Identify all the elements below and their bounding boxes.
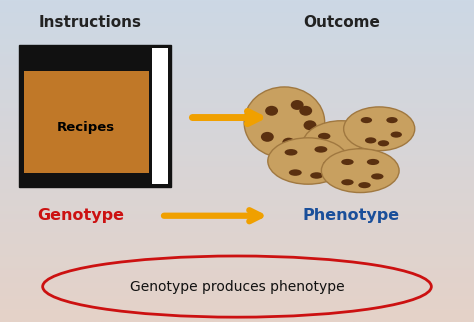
- Text: Genotype produces phenotype: Genotype produces phenotype: [130, 279, 344, 294]
- Ellipse shape: [358, 182, 371, 188]
- Text: Genotype: Genotype: [37, 208, 124, 223]
- Ellipse shape: [371, 173, 383, 180]
- Ellipse shape: [282, 138, 295, 147]
- Ellipse shape: [356, 147, 369, 154]
- Ellipse shape: [284, 149, 298, 156]
- Ellipse shape: [321, 149, 399, 193]
- Ellipse shape: [318, 133, 330, 140]
- Bar: [148, 45, 152, 187]
- Ellipse shape: [265, 106, 278, 116]
- Ellipse shape: [361, 117, 372, 123]
- Ellipse shape: [310, 172, 323, 179]
- FancyArrowPatch shape: [192, 111, 260, 124]
- Ellipse shape: [341, 159, 354, 165]
- Text: Instructions: Instructions: [38, 15, 142, 30]
- Ellipse shape: [244, 87, 325, 158]
- FancyArrowPatch shape: [164, 210, 260, 221]
- Ellipse shape: [268, 138, 348, 184]
- Ellipse shape: [348, 130, 360, 137]
- Text: Outcome: Outcome: [303, 15, 380, 30]
- Ellipse shape: [261, 132, 274, 142]
- Bar: [152, 48, 168, 184]
- Ellipse shape: [322, 153, 335, 160]
- Ellipse shape: [302, 121, 380, 169]
- Ellipse shape: [314, 146, 328, 153]
- Ellipse shape: [291, 100, 304, 110]
- Text: Recipes: Recipes: [56, 121, 114, 134]
- Ellipse shape: [344, 107, 415, 151]
- Ellipse shape: [341, 179, 354, 185]
- Ellipse shape: [323, 161, 336, 167]
- Bar: [24, 46, 149, 71]
- Ellipse shape: [367, 159, 379, 165]
- Ellipse shape: [339, 159, 352, 166]
- Ellipse shape: [391, 131, 402, 138]
- Ellipse shape: [378, 140, 389, 147]
- Bar: [24, 173, 149, 187]
- Ellipse shape: [303, 120, 317, 130]
- Ellipse shape: [299, 106, 312, 116]
- Bar: [19, 45, 171, 187]
- Bar: [24, 71, 149, 173]
- Ellipse shape: [365, 137, 376, 144]
- Ellipse shape: [386, 117, 398, 123]
- Ellipse shape: [289, 169, 302, 176]
- Text: Phenotype: Phenotype: [302, 208, 399, 223]
